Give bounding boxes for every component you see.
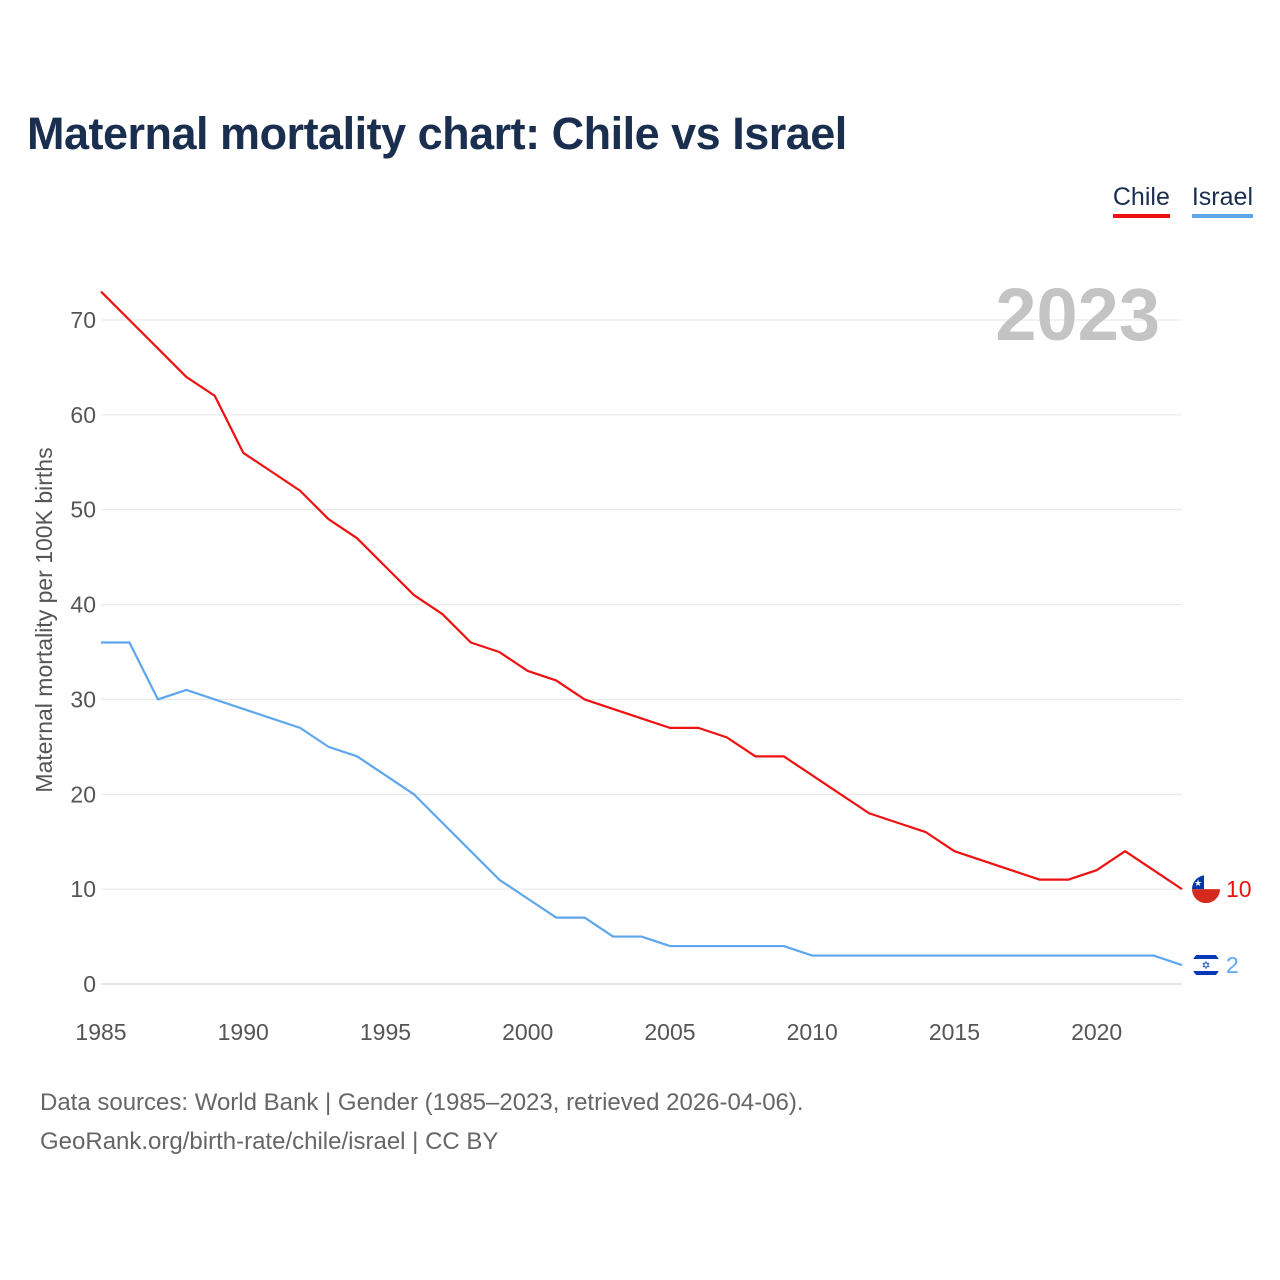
israel-flag-icon: ✡ — [1192, 951, 1220, 980]
x-tick-label: 1985 — [75, 1019, 126, 1045]
legend-israel[interactable]: Israel — [1191, 183, 1253, 218]
y-tick-label: 20 — [70, 781, 96, 807]
footer-source: Data sources: World Bank | Gender (1985–… — [40, 1089, 804, 1116]
chile-flag-icon: ★ — [1192, 875, 1220, 904]
x-tick-label: 2000 — [502, 1019, 553, 1045]
end-value-label: 2 — [1226, 952, 1239, 978]
svg-text:★: ★ — [1194, 878, 1202, 888]
series-line-chile — [100, 290, 1183, 891]
y-axis-label: Maternal mortality per 100K births — [31, 447, 57, 792]
y-tick-label: 50 — [70, 497, 96, 523]
legend: Chile Israel — [1112, 183, 1253, 218]
x-tick-label: 2010 — [787, 1019, 838, 1045]
legend-chile[interactable]: Chile — [1112, 183, 1170, 218]
footer-link[interactable]: GeoRank.org/birth-rate/chile/israel | CC… — [40, 1128, 499, 1155]
chart-title: Maternal mortality chart: Chile vs Israe… — [27, 108, 847, 159]
x-tick-label: 2005 — [644, 1019, 695, 1045]
x-tick-label: 1990 — [218, 1019, 269, 1045]
x-tick-label: 1995 — [360, 1019, 411, 1045]
svg-text:✡: ✡ — [1201, 960, 1210, 972]
y-tick-label: 70 — [70, 307, 96, 333]
end-value-label: 10 — [1226, 876, 1252, 902]
y-tick-label: 60 — [70, 402, 96, 428]
y-tick-label: 0 — [83, 971, 96, 997]
y-tick-label: 40 — [70, 592, 96, 618]
x-tick-label: 2020 — [1071, 1019, 1122, 1045]
y-tick-label: 10 — [70, 876, 96, 902]
x-tick-label: 2015 — [929, 1019, 980, 1045]
y-tick-label: 30 — [70, 686, 96, 712]
series-line-israel — [101, 641, 1183, 967]
year-label: 2023 — [995, 273, 1160, 356]
